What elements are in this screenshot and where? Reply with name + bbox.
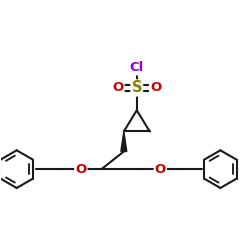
Text: O: O bbox=[75, 163, 86, 176]
Text: O: O bbox=[155, 163, 166, 176]
Text: O: O bbox=[150, 82, 161, 94]
Text: Cl: Cl bbox=[130, 62, 144, 74]
Text: S: S bbox=[132, 80, 142, 96]
Text: O: O bbox=[112, 82, 124, 94]
Polygon shape bbox=[121, 132, 127, 152]
